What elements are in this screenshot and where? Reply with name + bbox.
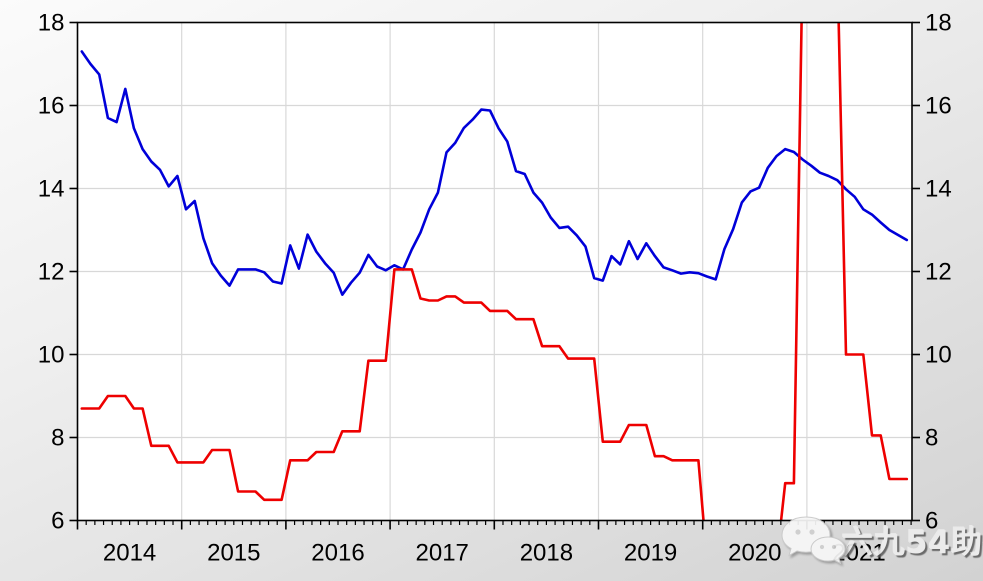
y-tick-label-right: 12 xyxy=(925,259,952,286)
y-tick-label-left: 8 xyxy=(51,425,64,452)
y-tick-label-left: 16 xyxy=(38,93,65,120)
x-tick-label: 2015 xyxy=(207,540,260,567)
x-tick-label: 2021 xyxy=(832,540,885,567)
y-tick-label-left: 14 xyxy=(38,176,65,203)
x-tick-label: 2020 xyxy=(728,540,781,567)
x-tick-label: 2014 xyxy=(103,540,156,567)
x-tick-label: 2017 xyxy=(416,540,469,567)
y-tick-label-left: 6 xyxy=(51,508,64,535)
blue-series-line xyxy=(80,50,909,297)
y-tick-label-right: 16 xyxy=(925,93,952,120)
x-tick-label: 2018 xyxy=(520,540,573,567)
y-tick-label-right: 18 xyxy=(925,10,952,37)
red-series-line xyxy=(80,22,909,521)
x-tick-label: 2016 xyxy=(311,540,364,567)
y-tick-label-right: 6 xyxy=(925,508,938,535)
x-tick-label: 2019 xyxy=(624,540,677,567)
y-tick-label-right: 14 xyxy=(925,176,952,203)
y-tick-label-right: 10 xyxy=(925,342,952,369)
y-tick-label-right: 8 xyxy=(925,425,938,452)
y-tick-label-left: 10 xyxy=(38,342,65,369)
y-tick-label-left: 18 xyxy=(38,10,65,37)
y-tick-label-left: 12 xyxy=(38,259,65,286)
